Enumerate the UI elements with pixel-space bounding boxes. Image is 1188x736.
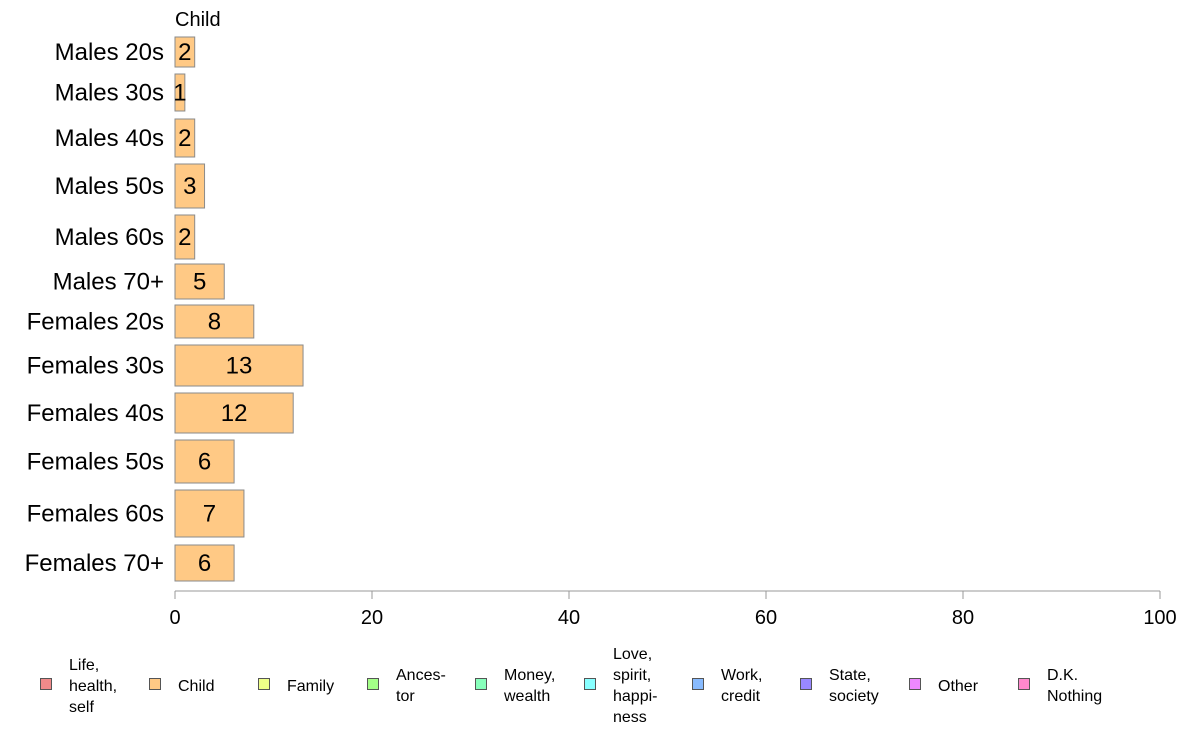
bar [174, 544, 235, 582]
legend-label: Work, credit [721, 667, 763, 705]
category-label: Females 60s [27, 501, 164, 528]
legend-label: Family [287, 677, 335, 695]
legend-label: State, society [829, 667, 879, 705]
category-label: Males 40s [55, 125, 164, 152]
bar [174, 439, 235, 484]
bar [174, 489, 245, 538]
bar-value-label: 7 [203, 501, 216, 528]
legend-swatch [800, 678, 812, 690]
legend-label: Child [178, 677, 215, 695]
bar [174, 263, 225, 300]
category-label: Males 50s [55, 173, 164, 200]
category-label: Females 20s [27, 309, 164, 336]
x-tick-label: 40 [558, 607, 580, 629]
bar-value-label: 6 [198, 449, 211, 476]
legend-label: Ances- tor [396, 667, 446, 705]
x-tick-label: 60 [755, 607, 777, 629]
x-tick-label: 100 [1143, 607, 1176, 629]
category-label: Males 70+ [53, 269, 164, 296]
legend-swatch [909, 678, 921, 690]
bar-value-label: 2 [178, 224, 191, 251]
legend-swatch [584, 678, 596, 690]
category-label: Females 40s [27, 400, 164, 427]
x-tick-label: 20 [361, 607, 383, 629]
legend-swatch [40, 678, 52, 690]
category-label: Males 60s [55, 224, 164, 251]
bar-value-label: 8 [208, 309, 221, 336]
category-label: Males 30s [55, 80, 164, 107]
bar-value-label: 13 [226, 353, 253, 380]
bar-value-label: 3 [183, 173, 196, 200]
category-label: Males 20s [55, 39, 164, 66]
bar-value-label: 1 [173, 80, 186, 107]
bar-value-label: 6 [198, 550, 211, 577]
legend-swatch [692, 678, 704, 690]
bar-value-label: 2 [178, 125, 191, 152]
bar [174, 214, 196, 260]
bar [174, 304, 255, 339]
bar [174, 163, 206, 209]
legend-swatch [1018, 678, 1030, 690]
legend-swatch [258, 678, 270, 690]
bar-value-label: 2 [178, 39, 191, 66]
x-tick-label: 0 [169, 607, 180, 629]
bar [174, 73, 186, 112]
legend-label: Other [938, 677, 979, 695]
legend: Life, health, self Child Family Ances- tor M… [0, 640, 1188, 732]
legend-label: Money, wealth [504, 667, 556, 705]
category-label: Females 50s [27, 449, 164, 476]
legend-label: Life, health, self [69, 656, 118, 716]
bar-value-label: 5 [193, 269, 206, 296]
bar [174, 118, 196, 158]
x-axis-ticks: 0 20 40 60 80 100 [169, 591, 1177, 629]
legend-label: Love, spirit, happi- ness [613, 646, 658, 726]
legend-swatch [475, 678, 487, 690]
category-label: Females 30s [27, 353, 164, 380]
legend-swatch [149, 678, 161, 690]
bar [174, 392, 294, 434]
legend-swatch [367, 678, 379, 690]
bars-group: Males 20s 2 Males 30s 1 Males 40s 2 Males 50s 3… [25, 36, 304, 582]
bar [174, 344, 304, 387]
series-column-label: Child [175, 9, 221, 31]
category-label: Females 70+ [25, 550, 164, 577]
bar [174, 36, 196, 68]
bar-value-label: 12 [221, 400, 248, 427]
legend-label: D.K. Nothing [1047, 667, 1103, 705]
x-tick-label: 80 [952, 607, 974, 629]
